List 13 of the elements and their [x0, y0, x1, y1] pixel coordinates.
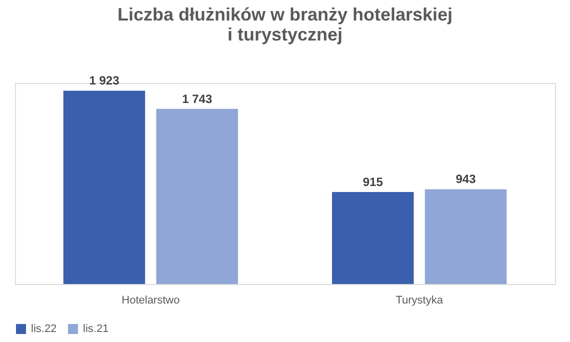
bar — [424, 189, 507, 284]
bar — [63, 90, 146, 284]
x-tick-label: Turystyka — [396, 294, 444, 306]
bar — [332, 192, 414, 284]
chart-title: Liczba dłużników w branży hotelarskiej i turystycznej — [117, 4, 453, 45]
x-tick-label: Hotelarstwo — [122, 294, 180, 306]
data-label: 915 — [362, 175, 384, 190]
bar — [156, 108, 238, 284]
legend-label: lis.22 — [31, 323, 57, 335]
data-label: 1 743 — [182, 92, 212, 106]
legend-label: lis.21 — [83, 323, 109, 335]
data-label: 1 923 — [89, 74, 120, 88]
data-label: 943 — [456, 172, 476, 186]
